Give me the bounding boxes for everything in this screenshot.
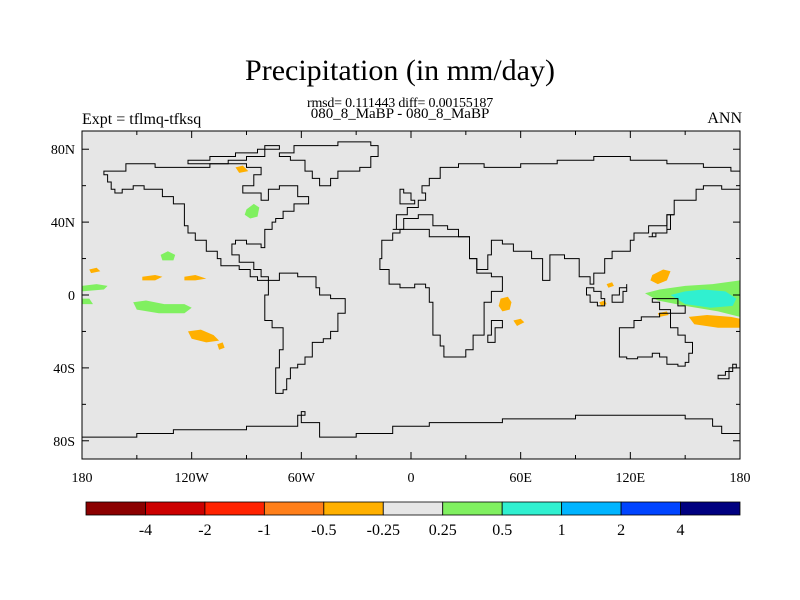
japan-coastline <box>648 214 675 238</box>
colorbar-label: 4 <box>677 522 685 539</box>
colorbar-label: 0.5 <box>492 522 512 539</box>
colorbar-box-0 <box>85 501 146 516</box>
anomaly-west-pacific-wet-core <box>670 289 737 308</box>
north-america-coastline <box>103 163 310 281</box>
colorbar-box-2 <box>204 501 265 516</box>
y-tick-label: 40N <box>51 216 75 231</box>
colorbar-label: 2 <box>617 522 625 539</box>
anomaly-east-pacific-small-wet <box>82 284 108 292</box>
y-tick-label: 80S <box>53 435 75 450</box>
x-tick-label: 0 <box>408 471 415 486</box>
eurasia-coastline <box>392 156 740 285</box>
new-zealand-coastline <box>717 363 737 380</box>
anomaly-itcz-dry-3 <box>89 267 101 274</box>
chart-subtitle: 080_8_MaBP - 080_8_MaBP <box>310 106 490 122</box>
greenland-coastline <box>278 141 379 187</box>
axes: 180 120W 60W 0 60E 120E 180 80N 40N 0 40S 80S <box>51 131 751 486</box>
colorbar-box-3 <box>263 501 325 516</box>
anomaly-east-pacific-edge-wet <box>82 298 93 305</box>
colorbar-box-5 <box>382 501 444 516</box>
africa-coastline <box>379 228 503 358</box>
colorbar-box-1 <box>145 501 206 516</box>
experiment-label: Expt = tflmq-tfksq <box>82 111 202 128</box>
x-tick-label: 120W <box>175 471 210 486</box>
x-tick-label: 120E <box>616 471 646 486</box>
x-tick-label: 60E <box>509 471 532 486</box>
colorbar-label: -0.5 <box>311 522 336 539</box>
south-america-coastline <box>264 272 346 394</box>
season-label: ANN <box>707 110 742 127</box>
colorbar-label: -0.25 <box>367 522 400 539</box>
colorbar-box-4 <box>323 501 384 516</box>
x-tick-label: 180 <box>72 471 93 486</box>
colorbar-label: 0.25 <box>429 522 457 539</box>
anomaly-africa-dry <box>498 296 512 312</box>
borneo-coastline <box>611 284 628 303</box>
y-tick-label: 80N <box>51 143 75 158</box>
madagascar-coastline <box>487 320 503 343</box>
anomaly-alaska-dry <box>235 165 249 173</box>
anomaly-east-pacific-wet <box>133 300 192 314</box>
anomaly-southwest-pacific-dry <box>688 315 740 328</box>
colorbar-label: -4 <box>139 522 152 539</box>
anomaly-africa-small-dry <box>513 318 525 326</box>
colorbar-box-10 <box>680 501 741 516</box>
colorbar-box-6 <box>442 501 503 516</box>
colorbar: -4 -2 -1 -0.5 -0.25 0.25 0.5 1 2 4 <box>85 501 741 539</box>
australia-coastline <box>618 312 693 367</box>
chart-title: Precipitation (in mm/day) <box>245 54 555 87</box>
antarctica-coastline <box>82 411 740 438</box>
anomaly-indonesia-dry <box>650 269 671 285</box>
x-tick-label: 180 <box>730 471 751 486</box>
anomaly-central-america-wet <box>160 251 176 261</box>
colorbar-box-8 <box>561 501 622 516</box>
coastlines <box>82 141 740 438</box>
colorbar-box-7 <box>501 501 563 516</box>
y-tick-label: 40S <box>53 362 75 377</box>
anomaly-regions <box>82 165 740 350</box>
y-tick-label: 0 <box>68 289 75 304</box>
arctic-islands-coastline <box>187 145 280 165</box>
anomaly-itcz-dry-2 <box>184 275 207 281</box>
anomaly-southeast-pacific-dry <box>188 329 220 343</box>
map-background <box>82 131 740 459</box>
colorbar-label: -1 <box>258 522 271 539</box>
britain-coastline <box>399 188 416 205</box>
anomaly-south-atlantic-dry <box>217 342 225 350</box>
colorbar-box-9 <box>620 501 681 516</box>
anomaly-itcz-dry-1 <box>142 275 163 281</box>
anomaly-north-pacific-wet <box>244 203 260 219</box>
colorbar-label: 1 <box>558 522 566 539</box>
sumatra-coastline <box>586 287 606 307</box>
x-tick-label: 60W <box>288 471 316 486</box>
stats-line: rmsd= 0.111443 diff= 0.00155187 <box>306 96 493 111</box>
anomaly-indian-ocean-dry-2 <box>606 282 614 288</box>
colorbar-label: -2 <box>198 522 211 539</box>
new-guinea-coastline <box>651 298 686 314</box>
